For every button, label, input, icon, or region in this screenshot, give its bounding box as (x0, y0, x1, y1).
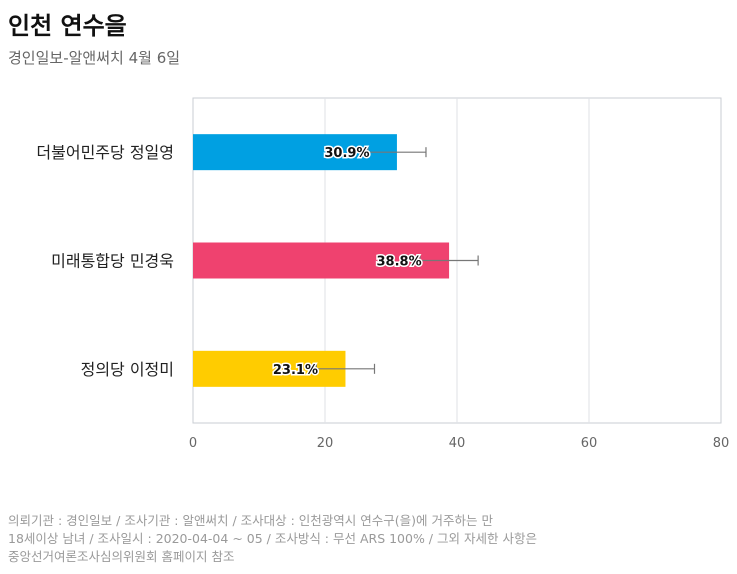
data-label: 30.9% (324, 146, 369, 161)
x-tick-label: 40 (449, 436, 466, 451)
category-label: 더불어민주당 정일영 (36, 143, 174, 162)
category-label: 정의당 이정미 (81, 360, 174, 379)
footnote-line: 의뢰기관 : 경인일보 / 조사기관 : 알앤써치 / 조사대상 : 인천광역시… (8, 513, 493, 528)
data-label: 38.8% (377, 255, 422, 270)
x-tick-label: 20 (317, 436, 334, 451)
x-tick-label: 80 (713, 436, 730, 451)
category-label: 미래통합당 민경욱 (51, 252, 174, 271)
footnote-line: 18세이상 남녀 / 조사일시 : 2020-04-04 ~ 05 / 조사방식… (8, 531, 537, 546)
survey-footnote: 의뢰기관 : 경인일보 / 조사기관 : 알앤써치 / 조사대상 : 인천광역시… (8, 512, 628, 566)
x-tick-label: 60 (581, 436, 598, 451)
bar (193, 242, 450, 279)
data-label: 23.1% (273, 363, 318, 378)
footnote-line: 중앙선거여론조사심의위원회 홈페이지 참조 (8, 549, 235, 564)
poll-bar-chart: 0 20 40 60 80 더불어민주당 정일영 30.9% 미래통합당 민경욱 38.8% 정의… (36, 97, 730, 451)
bar (193, 134, 397, 171)
x-tick-label: 0 (189, 436, 197, 451)
chart-title: 인천 연수을 (8, 12, 127, 40)
chart-subtitle: 경인일보-알앤써치 4월 6일 (8, 49, 181, 67)
